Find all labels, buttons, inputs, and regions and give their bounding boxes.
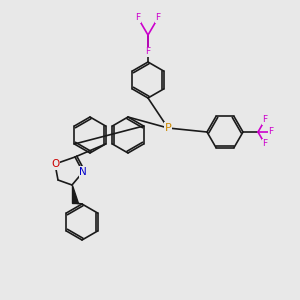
Text: N: N	[79, 167, 87, 177]
Text: F: F	[146, 47, 151, 56]
Text: F: F	[262, 140, 268, 148]
Polygon shape	[72, 185, 78, 203]
Text: F: F	[268, 128, 274, 136]
Text: P: P	[165, 123, 171, 133]
Text: F: F	[135, 14, 141, 22]
Text: F: F	[155, 14, 160, 22]
Text: O: O	[51, 159, 59, 169]
Text: F: F	[262, 116, 268, 124]
